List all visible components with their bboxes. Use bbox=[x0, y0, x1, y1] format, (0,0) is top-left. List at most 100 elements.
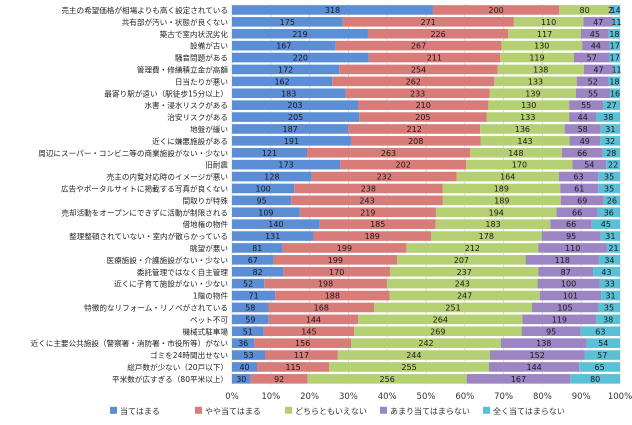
bar-segment bbox=[531, 302, 598, 313]
data-label: 238 bbox=[361, 184, 376, 193]
data-label: 152 bbox=[530, 351, 545, 360]
bar-segment bbox=[602, 147, 620, 158]
data-label: 136 bbox=[515, 125, 530, 134]
data-label: 144 bbox=[526, 363, 541, 372]
bar-segment bbox=[569, 100, 604, 110]
data-label: 202 bbox=[396, 161, 411, 170]
data-label: 47 bbox=[593, 65, 603, 74]
data-label: 69 bbox=[577, 196, 587, 205]
bar-segment bbox=[579, 362, 620, 372]
bar-segment bbox=[508, 28, 581, 39]
bar-segment bbox=[232, 40, 336, 51]
data-label: 110 bbox=[565, 244, 580, 253]
data-label: 148 bbox=[508, 149, 523, 158]
bar-segment bbox=[232, 5, 433, 15]
bar-segment bbox=[598, 183, 620, 194]
bar-segment bbox=[564, 124, 601, 134]
data-label: 133 bbox=[528, 77, 543, 86]
data-label: 226 bbox=[430, 30, 445, 39]
x-tick-label: 50% bbox=[417, 392, 436, 402]
bar-segment bbox=[232, 374, 251, 384]
bar-segment bbox=[611, 5, 620, 15]
bar-segment bbox=[282, 243, 407, 253]
bar-segment bbox=[386, 278, 538, 289]
category-label: 広告やポータルサイトに掲載する写真が良くない bbox=[61, 183, 228, 193]
category-label: 特徴的なリフォーム・リノベがされている bbox=[84, 302, 228, 312]
data-label: 264 bbox=[433, 315, 448, 324]
bar-segment bbox=[350, 136, 481, 146]
legend-label: やや当てはまる bbox=[205, 406, 261, 416]
bar-segment bbox=[606, 243, 620, 253]
bar-segment bbox=[430, 231, 542, 241]
data-label: 194 bbox=[489, 208, 504, 217]
bar-segment bbox=[613, 17, 620, 27]
bar-segment bbox=[600, 124, 620, 134]
data-label: 14 bbox=[610, 6, 620, 15]
data-label: 45 bbox=[590, 30, 600, 39]
data-label: 95 bbox=[566, 232, 576, 241]
bar-segment bbox=[232, 350, 266, 360]
data-label: 55 bbox=[588, 89, 598, 98]
category-label: 1階の物件 bbox=[193, 291, 229, 301]
data-label: 243 bbox=[359, 196, 374, 205]
data-label: 58 bbox=[245, 303, 255, 312]
bar-segment bbox=[435, 219, 551, 229]
bar-segment bbox=[389, 266, 539, 277]
data-label: 200 bbox=[489, 6, 504, 15]
bar-segment bbox=[232, 124, 349, 134]
data-label: 54 bbox=[584, 161, 594, 170]
bar-segment bbox=[600, 136, 620, 146]
bar-segment bbox=[501, 40, 583, 51]
data-label: 187 bbox=[282, 125, 297, 134]
data-label: 262 bbox=[406, 77, 421, 86]
data-label: 27 bbox=[607, 101, 617, 110]
data-label: 57 bbox=[587, 54, 597, 63]
bar-segment bbox=[368, 52, 500, 63]
data-label: 191 bbox=[284, 137, 299, 146]
bar-segment bbox=[291, 195, 443, 206]
category-label: 近くに主要公共施設（警察署・消防署・市役所等）がない bbox=[31, 338, 228, 348]
bar-segment bbox=[232, 278, 265, 289]
bar-segment bbox=[603, 100, 620, 110]
bar-segment bbox=[254, 338, 352, 348]
data-label: 49 bbox=[580, 137, 590, 146]
bar-segment bbox=[329, 362, 489, 372]
bar-segment bbox=[257, 362, 330, 372]
data-label: 80 bbox=[580, 6, 590, 15]
x-tick-label: 70% bbox=[494, 392, 513, 402]
data-label: 121 bbox=[262, 149, 277, 158]
data-label: 167 bbox=[511, 375, 526, 384]
category-label: 地盤が緩い bbox=[190, 124, 228, 134]
legend-swatch bbox=[285, 406, 292, 414]
category-label: 眺望が悪い bbox=[190, 243, 228, 253]
data-label: 66 bbox=[572, 208, 582, 217]
data-label: 18 bbox=[609, 77, 619, 86]
data-label: 30 bbox=[236, 375, 246, 384]
data-label: 318 bbox=[325, 6, 340, 15]
category-label: 近くに嫌悪施設がある bbox=[152, 136, 228, 146]
data-label: 271 bbox=[421, 18, 436, 27]
bar-segment bbox=[596, 112, 620, 122]
category-label: 共有部が汚い・状態が良くない bbox=[122, 17, 228, 27]
data-label: 145 bbox=[301, 327, 316, 336]
data-label: 28 bbox=[606, 149, 616, 158]
data-label: 80 bbox=[590, 375, 600, 384]
bar-segment bbox=[232, 100, 359, 110]
data-label: 31 bbox=[605, 292, 615, 301]
bar-segment bbox=[389, 290, 540, 301]
bar-segment bbox=[332, 76, 495, 87]
bars bbox=[232, 5, 620, 384]
data-label: 35 bbox=[604, 184, 614, 193]
data-label: 256 bbox=[380, 375, 395, 384]
bar-segment bbox=[609, 52, 620, 63]
bar-segment bbox=[500, 338, 587, 348]
bar-segment bbox=[232, 231, 314, 241]
bar-segment bbox=[560, 195, 604, 206]
bar-segment bbox=[580, 28, 609, 39]
bar-segment bbox=[489, 88, 576, 99]
data-label: 92 bbox=[274, 375, 284, 384]
data-label: 87 bbox=[561, 268, 571, 277]
bar-segment bbox=[306, 147, 471, 158]
data-label: 255 bbox=[401, 363, 416, 372]
data-label: 63 bbox=[595, 327, 605, 336]
